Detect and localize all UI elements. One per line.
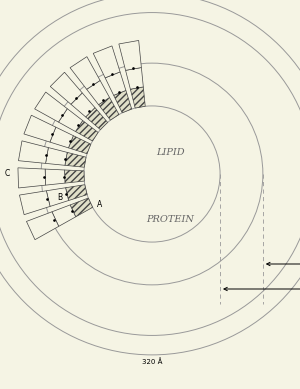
Polygon shape — [85, 108, 108, 130]
Polygon shape — [93, 46, 120, 78]
Polygon shape — [65, 152, 86, 167]
Polygon shape — [76, 121, 98, 141]
Polygon shape — [87, 81, 110, 105]
Text: C: C — [4, 170, 10, 179]
Polygon shape — [58, 109, 83, 131]
Polygon shape — [64, 170, 84, 183]
Polygon shape — [50, 127, 73, 148]
Polygon shape — [45, 169, 65, 185]
Polygon shape — [26, 212, 59, 240]
Polygon shape — [126, 68, 143, 89]
Text: A: A — [97, 200, 103, 209]
Polygon shape — [114, 91, 132, 113]
Polygon shape — [35, 92, 67, 122]
Text: 320 Å: 320 Å — [142, 358, 162, 365]
Polygon shape — [130, 87, 145, 108]
Polygon shape — [46, 188, 69, 207]
Polygon shape — [19, 141, 48, 163]
Polygon shape — [18, 168, 46, 188]
Polygon shape — [68, 136, 91, 154]
Text: PROTEIN: PROTEIN — [146, 214, 194, 224]
Polygon shape — [70, 198, 93, 217]
Polygon shape — [52, 205, 76, 226]
Polygon shape — [71, 93, 95, 117]
Text: LIPID: LIPID — [156, 147, 184, 156]
Polygon shape — [99, 98, 119, 120]
Polygon shape — [66, 185, 87, 200]
Polygon shape — [50, 72, 82, 104]
Polygon shape — [20, 191, 50, 215]
Polygon shape — [105, 72, 126, 95]
Text: B: B — [57, 193, 62, 202]
Polygon shape — [119, 40, 141, 70]
Polygon shape — [24, 115, 56, 142]
Polygon shape — [70, 57, 100, 89]
Polygon shape — [46, 147, 67, 165]
